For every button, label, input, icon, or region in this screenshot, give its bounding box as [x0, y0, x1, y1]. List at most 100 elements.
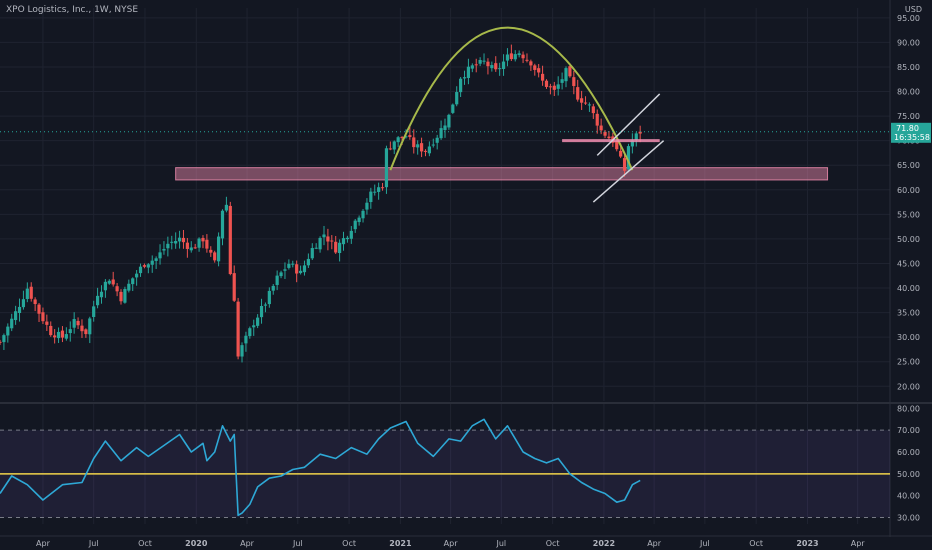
price-tick-label: 55.00 [897, 210, 920, 219]
price-tick-label: 35.00 [897, 309, 920, 318]
candle-body [181, 237, 186, 243]
candle-body [142, 265, 147, 267]
candle-body [521, 54, 525, 59]
candle-body [388, 148, 392, 150]
price-tick-label: 30.00 [897, 333, 920, 342]
price-tick-label: 80.00 [897, 88, 920, 97]
candle-body [216, 236, 221, 262]
candle-body [486, 61, 490, 67]
candle-body [56, 331, 61, 339]
candle-body [509, 53, 513, 60]
price-tick-label: 25.00 [897, 358, 920, 367]
candle-body [341, 238, 346, 245]
candle-body [357, 217, 361, 223]
candle-body [423, 150, 428, 152]
candle-body [295, 264, 299, 274]
candle-body [306, 258, 310, 266]
time-tick-label: Oct [342, 539, 356, 548]
candle-body [560, 79, 564, 83]
candle-body [267, 290, 271, 305]
candle-body [322, 234, 326, 238]
candle-body [361, 210, 365, 219]
candle-body [431, 144, 435, 146]
candle-body [634, 133, 638, 140]
candle-body [14, 311, 18, 321]
candle-body [158, 252, 162, 259]
candle-body [193, 247, 197, 249]
candle-body [310, 248, 314, 259]
candle-body [505, 54, 510, 61]
candle-body [177, 237, 182, 242]
price-badge-value: 71.80 [896, 124, 919, 133]
candle-body [462, 77, 467, 79]
candle-body [330, 240, 334, 242]
candle-body [88, 318, 92, 335]
candle-body [53, 335, 57, 338]
candle-body [189, 247, 193, 251]
price-tick-label: 75.00 [897, 112, 920, 121]
candle-body [404, 136, 408, 138]
candle-body [213, 252, 217, 261]
time-tick-label: Oct [546, 539, 560, 548]
candle-body [537, 68, 541, 73]
candle-body [544, 80, 549, 87]
candle-body [345, 237, 350, 240]
candle-body [353, 220, 357, 230]
candle-body [271, 285, 275, 291]
price-tick-label: 40.00 [897, 284, 920, 293]
candle-body [2, 335, 6, 343]
candle-body [513, 54, 517, 60]
time-tick-label: Jul [88, 539, 99, 548]
price-tick-label: 65.00 [897, 161, 920, 170]
time-tick-label: Jul [699, 539, 710, 548]
candle-body [115, 286, 119, 292]
time-tick-label: Apr [647, 539, 662, 548]
candle-body [548, 86, 552, 88]
candle-body [470, 65, 474, 69]
rsi-tick-label: 30.00 [897, 513, 920, 522]
time-tick-label: 2022 [593, 539, 615, 548]
candle-body [622, 158, 627, 171]
rsi-tick-label: 60.00 [897, 448, 920, 457]
candle-body [564, 68, 568, 82]
candle-body [365, 202, 369, 210]
candle-body [76, 320, 80, 326]
candle-body [517, 53, 521, 56]
candle-body [591, 106, 595, 114]
candle-body [248, 328, 252, 337]
candle-body [80, 325, 84, 332]
candle-body [384, 148, 389, 188]
candle-body [240, 345, 244, 357]
candle-body [185, 242, 189, 249]
candle-body [540, 73, 545, 81]
time-tick-label: 2021 [389, 539, 412, 548]
candle-body [400, 137, 404, 139]
candle-body [259, 305, 264, 318]
candle-body [84, 329, 88, 335]
candle-body [396, 137, 400, 143]
candle-body [279, 272, 283, 277]
candle-body [314, 247, 318, 249]
time-tick-label: Apr [36, 539, 51, 548]
price-tick-label: 90.00 [897, 38, 920, 47]
support-zone [175, 167, 829, 181]
candle-body [380, 187, 385, 189]
candle-body [412, 137, 416, 148]
candle-body [556, 84, 560, 89]
candle-body [451, 104, 455, 113]
candle-body [447, 114, 451, 128]
rsi-tick-label: 40.00 [897, 492, 920, 501]
time-tick-label: 2020 [185, 539, 208, 548]
candle-body [439, 128, 443, 139]
candle-body [95, 295, 100, 306]
candle-body [111, 279, 115, 285]
candle-body [533, 65, 537, 70]
candles-group [0, 44, 642, 363]
candle-body [138, 266, 143, 274]
candle-body [174, 240, 178, 244]
candle-body [529, 61, 533, 66]
candle-body [37, 304, 41, 314]
candle-body [127, 283, 131, 291]
candle-body [580, 98, 584, 103]
